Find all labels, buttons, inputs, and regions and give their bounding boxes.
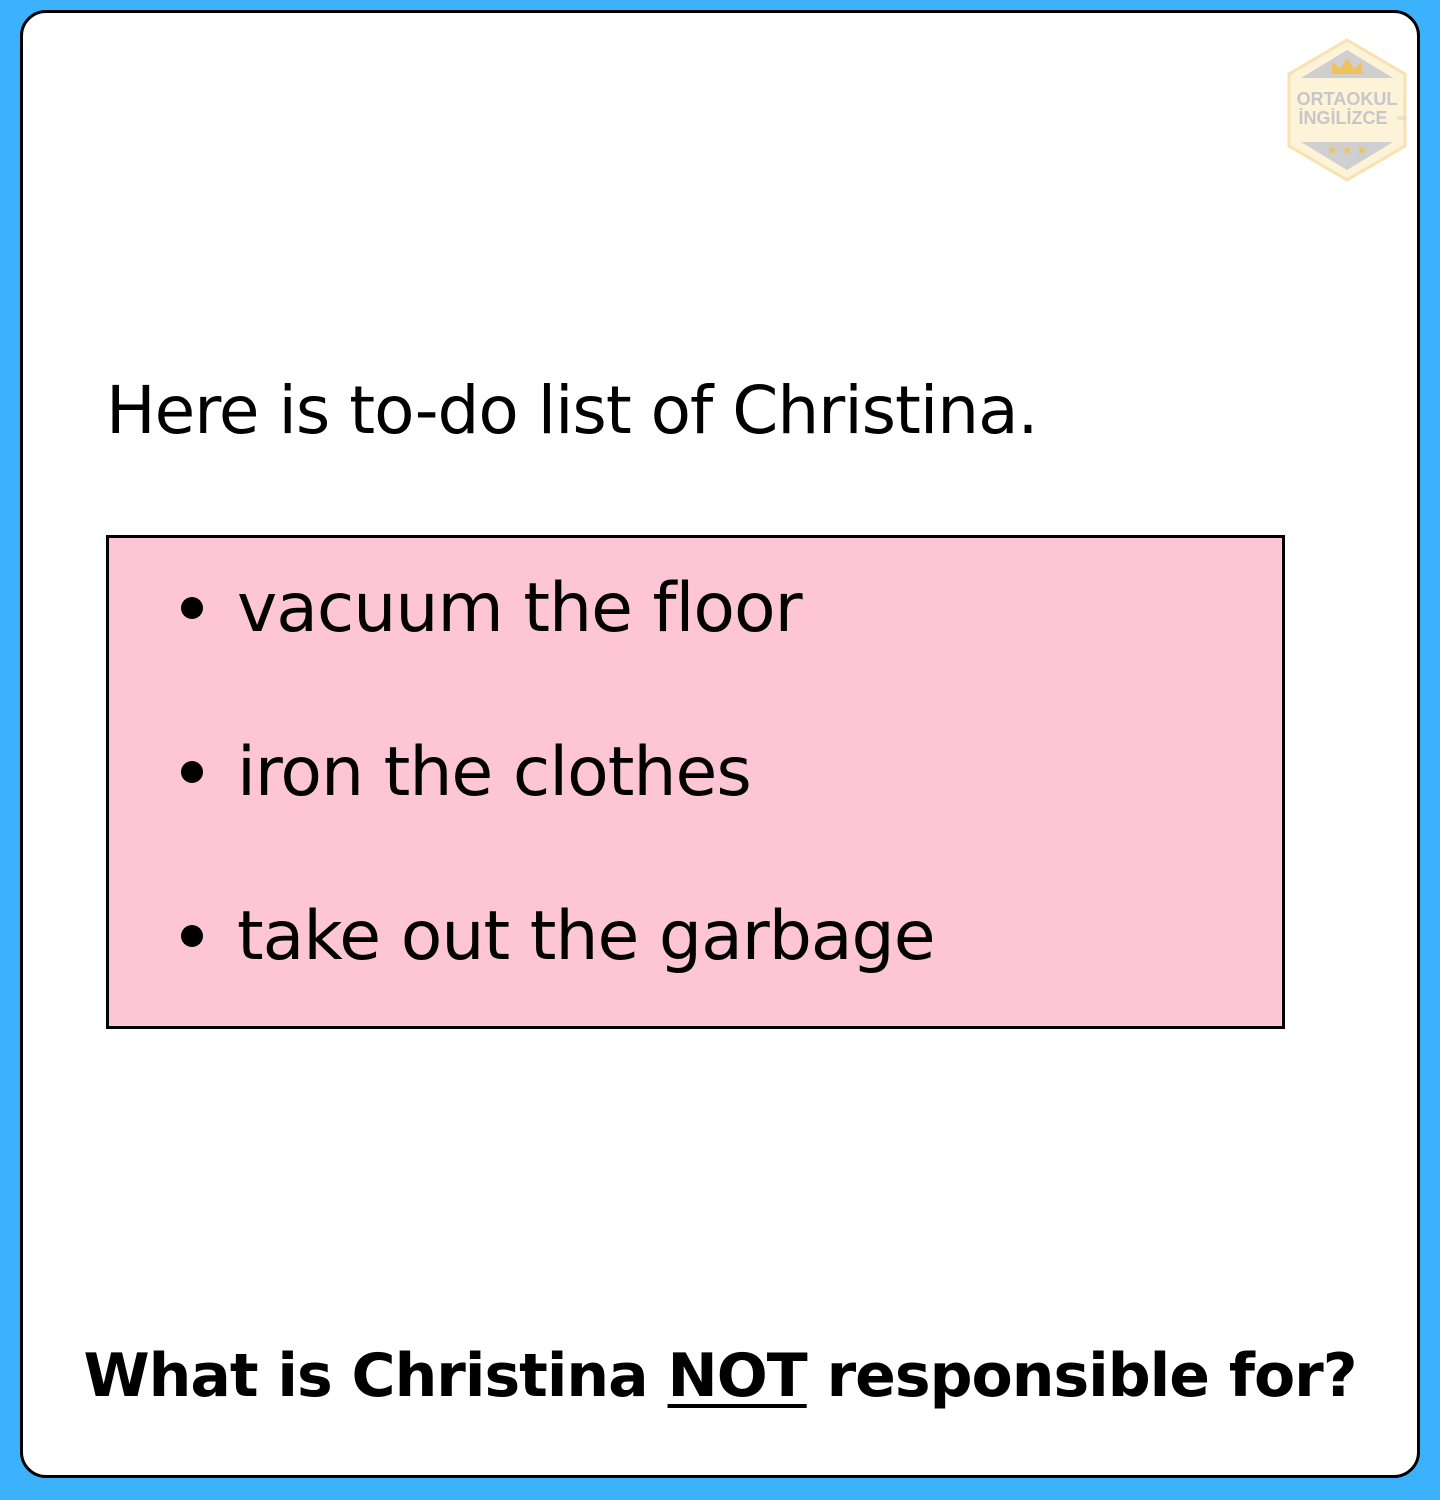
crown-hexagon-logo-icon: ORTAOKUL İNGİLİZCE net ★ ★ ★ [1287,38,1407,182]
site-logo: ORTAOKUL İNGİLİZCE net ★ ★ ★ [1285,38,1409,182]
logo-line-2: İNGİLİZCE [1299,108,1388,128]
list-item: vacuum the floor [181,558,803,658]
todo-list-box: vacuum the floor iron the clothes take o… [106,535,1285,1029]
question-emphasis: NOT [667,1341,808,1411]
logo-line-1: ORTAOKUL [1297,89,1398,109]
todo-item-text: iron the clothes [237,732,752,812]
todo-item-text: take out the garbage [237,896,936,976]
bullet-icon [181,761,203,783]
question-after: responsible for? [806,1341,1358,1411]
question-before: What is Christina [83,1341,668,1411]
stars-icon: ★ ★ ★ [1327,143,1367,157]
bullet-icon [181,925,203,947]
todo-item-text: vacuum the floor [237,568,803,648]
crown-icon [1331,58,1363,74]
list-item: iron the clothes [181,722,752,822]
list-item: take out the garbage [181,886,936,986]
bullet-icon [181,597,203,619]
question-text: What is Christina NOT responsible for? [0,1331,1440,1421]
intro-text: Here is to-do list of Christina. [106,372,1039,449]
logo-small-text: net [1397,116,1406,122]
